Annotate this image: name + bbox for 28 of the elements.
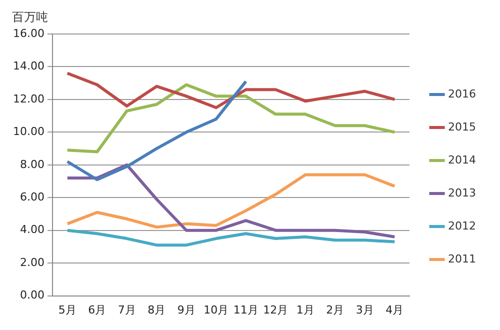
x-tick-label: 7月: [118, 303, 136, 316]
y-tick-label: 2.00: [20, 256, 44, 269]
x-tick-label: 9月: [177, 303, 196, 316]
legend-label: 2011: [448, 252, 476, 266]
legend-label: 2016: [448, 87, 476, 100]
y-tick-label: 8.00: [20, 158, 44, 171]
y-tick-label: 16.00: [12, 26, 44, 40]
y-axis-title: 百万吨: [12, 10, 48, 24]
y-tick-label: 10.00: [12, 125, 44, 138]
y-tick-label: 14.00: [12, 60, 44, 73]
legend-label: 2013: [448, 186, 476, 200]
x-tick-label: 8月: [148, 303, 166, 316]
legend-label: 2014: [448, 153, 476, 166]
y-tick-label: 12.00: [12, 92, 44, 106]
x-tick-label: 12月: [263, 303, 288, 316]
x-tick-label: 6月: [88, 303, 106, 316]
legend-label: 2015: [448, 120, 476, 134]
x-tick-label: 2月: [326, 303, 344, 316]
x-tick-label: 3月: [356, 303, 374, 316]
x-tick-label: 10月: [204, 303, 229, 316]
x-tick-label: 1月: [296, 303, 314, 316]
x-tick-label: 5月: [58, 303, 76, 316]
y-tick-label: 4.00: [20, 223, 44, 236]
x-tick-label: 11月: [233, 303, 258, 316]
legend-label: 2012: [448, 219, 476, 232]
y-tick-label: 0.00: [20, 288, 44, 302]
y-tick-label: 6.00: [20, 190, 44, 204]
x-tick-label: 4月: [386, 303, 404, 316]
